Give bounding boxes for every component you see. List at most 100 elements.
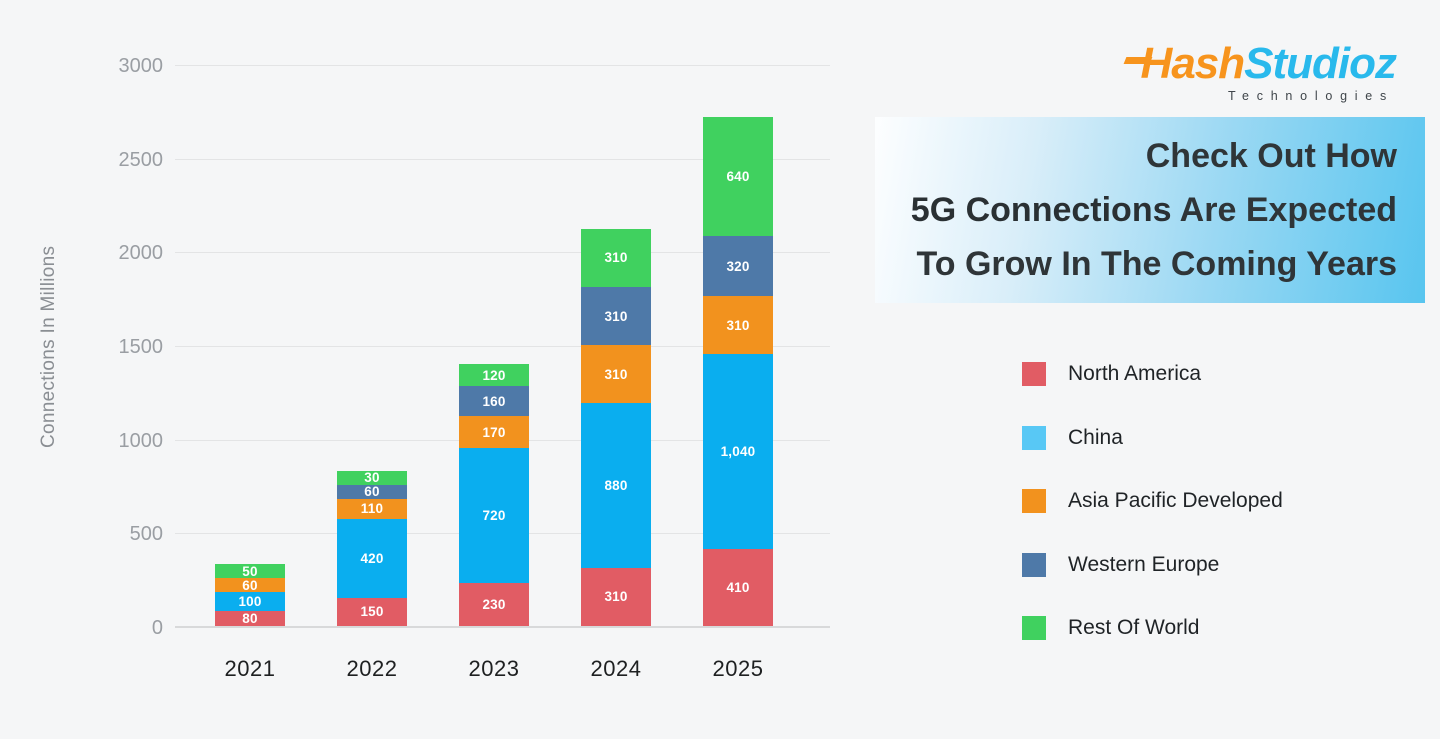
- legend-row-western-europe: Western Europe: [1022, 552, 1283, 577]
- bar-value-label: 640: [726, 168, 750, 184]
- x-tick-label-2022: 2022: [346, 656, 398, 681]
- bar-segment-2021-north-america: 80: [215, 611, 285, 626]
- legend-label: Rest Of World: [1068, 616, 1200, 639]
- headline-line-3-text: To Grow In The Coming Years: [916, 245, 1397, 283]
- bar-value-label: 720: [482, 507, 506, 523]
- bar-value-label: 170: [482, 424, 506, 440]
- bar-value-label: 160: [482, 393, 506, 409]
- hashstudioz-logo: HashStudioz Technologies: [1140, 39, 1397, 104]
- legend-swatch-icon: [1022, 362, 1046, 386]
- legend-label: Western Europe: [1068, 552, 1220, 576]
- headline-line-3: To Grow In The Coming Years: [875, 237, 1397, 291]
- bar-segment-2022-western-europe: 60: [337, 484, 407, 500]
- bar-segment-2023-asia-pacific-developed: 170: [459, 416, 529, 449]
- bar-value-label: 410: [726, 580, 750, 596]
- legend-swatch-icon: [1022, 616, 1046, 640]
- gridline-1500: [175, 346, 830, 347]
- bar-value-label: 320: [726, 258, 750, 274]
- bar-value-label: 230: [482, 596, 506, 612]
- x-tick-label-2023: 2023: [468, 656, 520, 681]
- bar-segment-2024-north-america: 310: [581, 567, 651, 626]
- headline-banner: Check Out How 5G Connections Are Expecte…: [875, 117, 1425, 303]
- bar-value-label: 60: [364, 484, 380, 500]
- legend-label: China: [1068, 425, 1123, 449]
- bar-segment-2023-china: 720: [459, 448, 529, 583]
- headline-line-1-text: Check Out How: [1145, 137, 1397, 175]
- y-tick-label-0: 0: [151, 617, 163, 639]
- bar-segment-2021-asia-pacific-developed: 60: [215, 577, 285, 593]
- headline-line-2-bold: 5G Connections: [910, 191, 1172, 229]
- bar-segment-2024-china: 880: [581, 403, 651, 568]
- x-axis-tick-labels: 2021 2022 2023 2024 2025: [175, 656, 830, 690]
- legend-label: Asia Pacific Developed: [1068, 489, 1283, 512]
- bar-segment-2022-asia-pacific-developed: 110: [337, 498, 407, 520]
- legend-row-north-america: North America: [1022, 362, 1283, 386]
- bar-segment-2023-western-europe: 160: [459, 386, 529, 417]
- bar-segment-2025-china: 1,040: [703, 354, 773, 550]
- y-tick-label-2500: 2500: [118, 148, 164, 171]
- logo-studioz-text: Studioz: [1244, 39, 1397, 88]
- x-tick-label-2024: 2024: [590, 656, 642, 681]
- stacked-bar-2024: 310 880 310 310 310: [581, 228, 651, 626]
- bar-value-label: 120: [482, 367, 506, 383]
- bar-value-label: 880: [604, 478, 628, 494]
- bar-segment-2025-rest-of-world: 640: [703, 116, 773, 237]
- gridline-2000: [175, 252, 830, 254]
- bar-value-label: 60: [242, 577, 258, 593]
- logo-hash-text: Hash: [1140, 39, 1246, 88]
- legend-row-rest-of-world: Rest Of World: [1022, 616, 1283, 640]
- bar-segment-2025-asia-pacific-developed: 310: [703, 296, 773, 355]
- gridline-3000: [175, 65, 830, 66]
- logo-technologies-text: Technologies: [1228, 89, 1394, 104]
- bar-segment-2022-china: 420: [337, 519, 407, 598]
- bar-segment-2023-rest-of-world: 120: [459, 363, 529, 387]
- legend-row-asia-pacific-developed: Asia Pacific Developed: [1022, 489, 1283, 513]
- bar-value-label: 30: [364, 470, 380, 486]
- bar-segment-2021-china: 100: [215, 592, 285, 612]
- bar-segment-2024-western-europe: 310: [581, 286, 651, 346]
- legend-swatch-icon: [1022, 425, 1046, 450]
- bar-value-label: 310: [604, 589, 628, 605]
- bar-value-label: 310: [726, 317, 750, 333]
- bar-segment-2023-north-america: 230: [459, 582, 529, 626]
- legend-swatch-icon: [1022, 489, 1046, 513]
- stacked-bar-2023: 230 720 170 160 120: [459, 363, 529, 626]
- bar-value-label: 110: [360, 501, 384, 517]
- x-axis-baseline: [175, 626, 830, 628]
- stacked-bar-2022: 150 420 110 60 30: [337, 470, 407, 626]
- y-tick-label-500: 500: [129, 523, 163, 546]
- bar-value-label: 150: [360, 604, 384, 620]
- gridline-2500: [175, 158, 830, 160]
- bar-value-label: 100: [238, 594, 262, 610]
- bar-segment-2024-rest-of-world: 310: [581, 228, 651, 287]
- legend-swatch-icon: [1022, 552, 1046, 577]
- bar-value-label: 80: [242, 611, 258, 627]
- stacked-bar-2021: 80 100 60 50: [215, 564, 285, 626]
- legend-row-china: China: [1022, 425, 1283, 450]
- headline-line-2-rest: Are Expected: [1171, 191, 1397, 229]
- y-tick-label-1000: 1000: [118, 429, 164, 452]
- bar-value-label: 1,040: [720, 444, 756, 460]
- bar-value-label: 310: [604, 308, 628, 324]
- bar-value-label: 310: [604, 250, 628, 266]
- bar-value-label: 420: [360, 551, 384, 567]
- bar-segment-2024-asia-pacific-developed: 310: [581, 345, 651, 404]
- legend-label: North America: [1068, 362, 1202, 385]
- stacked-bar-2025: 410 1,040 310 320 640: [703, 116, 773, 626]
- headline-line-1: Check Out How: [875, 129, 1397, 183]
- x-tick-label-2021: 2021: [224, 656, 276, 681]
- bar-value-label: 50: [242, 563, 258, 579]
- y-tick-label-3000: 3000: [118, 55, 164, 77]
- bar-value-label: 310: [604, 366, 628, 382]
- y-tick-label-2000: 2000: [118, 242, 164, 265]
- bar-segment-2022-rest-of-world: 30: [337, 470, 407, 486]
- bar-segment-2025-western-europe: 320: [703, 236, 773, 297]
- x-tick-label-2025: 2025: [712, 656, 764, 681]
- stacked-bar-plot-area: 80 100 60 50 150 420 110 60 30 230 720 170 160 120 310…: [175, 65, 830, 628]
- bar-segment-2025-north-america: 410: [703, 549, 773, 626]
- y-tick-label-1500: 1500: [118, 336, 164, 358]
- logo-wordmark: HashStudioz: [1140, 39, 1397, 88]
- headline-line-2: 5G Connections Are Expected: [875, 183, 1397, 237]
- bar-segment-2021-rest-of-world: 50: [215, 563, 285, 579]
